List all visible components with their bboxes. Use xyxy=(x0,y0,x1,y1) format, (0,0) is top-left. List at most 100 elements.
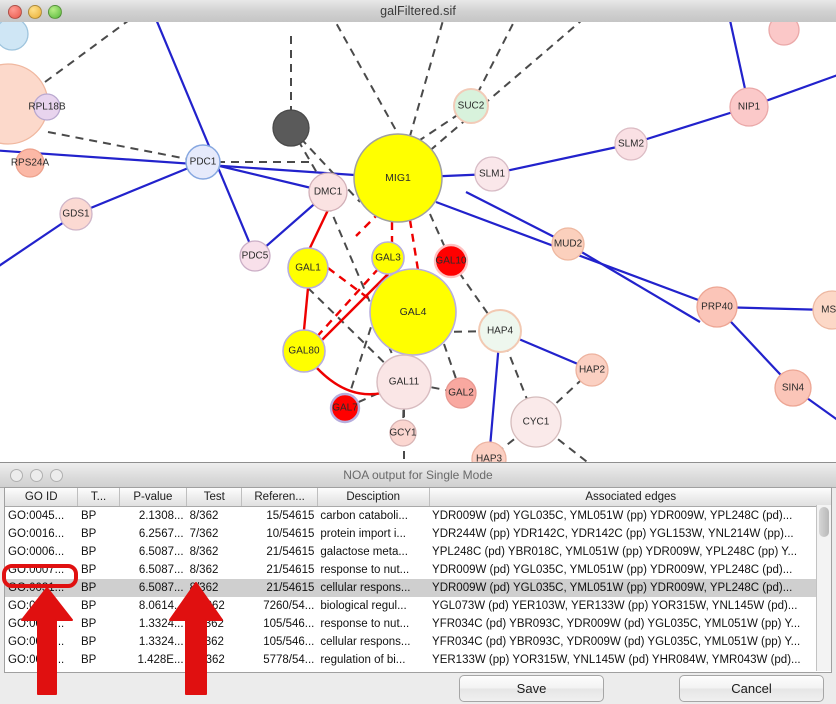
column-header-description[interactable]: Desciption xyxy=(317,488,430,507)
go-results-table[interactable]: GO ID T... P-value Test Referen... Desci… xyxy=(5,488,831,670)
edge-pp xyxy=(75,160,204,216)
cell-test: 7/362 xyxy=(189,528,219,540)
table-row[interactable]: GO:0006... BP 6.5087... 8/362 21/54615 galact… xyxy=(5,543,831,561)
cell-description: galactose meta... xyxy=(320,546,408,558)
graph-node-label-MSI: MSI xyxy=(821,305,836,316)
panel-minimize-button[interactable] xyxy=(30,469,43,482)
edge-pd xyxy=(419,105,472,141)
graph-node-HAP2[interactable] xyxy=(575,353,609,387)
graph-node-GCY1[interactable] xyxy=(389,419,417,447)
table-row[interactable]: GO:0031... BP 6.5087... 8/362 21/54615 cellul… xyxy=(5,579,831,597)
table-row[interactable]: GO:0016... BP 6.2567... 7/362 10/54615 protei… xyxy=(5,525,831,543)
graph-node-HAP3[interactable] xyxy=(471,441,507,462)
graph-node-MSI[interactable] xyxy=(812,290,836,330)
cell-type: BP xyxy=(80,528,97,540)
table-row[interactable]: GO:0050... BP 1.428E... 80/362 5778/54... reg… xyxy=(5,651,831,669)
graph-node-DMC1[interactable] xyxy=(308,172,348,212)
graph-node-label-HAP2: HAP2 xyxy=(579,365,606,376)
graph-node-label-PDC1: PDC1 xyxy=(190,157,217,168)
graph-node-NIP1[interactable] xyxy=(729,87,769,127)
network-canvas[interactable]: RPL18B RPS24A GDS1 PDC1 PDC5 DMC1 SUC2 M… xyxy=(0,22,836,462)
panel-close-button[interactable] xyxy=(10,469,23,482)
zoom-button[interactable] xyxy=(48,5,62,19)
graph-node-PDC1[interactable] xyxy=(185,144,221,180)
edge-pd xyxy=(334,22,399,135)
cell-reference: 21/54615 xyxy=(266,546,315,558)
edge-pp xyxy=(567,243,701,323)
minimize-button[interactable] xyxy=(28,5,42,19)
graph-node-PRP40[interactable] xyxy=(696,286,738,328)
column-header-test[interactable]: Test xyxy=(186,488,243,507)
graph-node-MUD2[interactable] xyxy=(551,227,585,261)
table-row[interactable]: GO:0031... BP 1.3324... 11/362 105/546... res… xyxy=(5,615,831,633)
graph-node-SUC2[interactable] xyxy=(453,88,489,124)
cell-test: 8/362 xyxy=(189,510,219,522)
graph-node-GAL10[interactable] xyxy=(433,243,469,279)
cell-associated-edges: YDR244W (pp) YDR142C, YDR142C (pp) YGL15… xyxy=(432,528,794,540)
graph-node-RPL18B[interactable] xyxy=(33,93,61,121)
table-header-row: GO ID T... P-value Test Referen... Desci… xyxy=(5,488,831,507)
cell-test: 8/362 xyxy=(189,546,219,558)
scrollbar-thumb[interactable] xyxy=(819,507,829,537)
cell-test: 80/362 xyxy=(189,654,225,666)
cell-type: BP xyxy=(80,564,97,576)
cell-type: BP xyxy=(80,510,97,522)
graph-node-dark[interactable] xyxy=(272,109,310,147)
cell-test: 11/362 xyxy=(189,618,224,630)
graph-node-PDC5[interactable] xyxy=(239,240,271,272)
graph-node-HAP4[interactable] xyxy=(478,309,522,353)
panel-zoom-button[interactable] xyxy=(50,469,63,482)
cell-type: BP xyxy=(77,579,120,597)
column-header-p-value[interactable]: P-value xyxy=(119,488,188,507)
graph-node-GDS1[interactable] xyxy=(59,197,93,231)
cell-description: regulation of bi... xyxy=(320,654,406,666)
cell-reference: 7260/54... xyxy=(263,600,315,612)
graph-node-GAL1[interactable] xyxy=(287,247,329,289)
column-header-reference[interactable]: Referen... xyxy=(241,488,318,507)
graph-node-MIG1[interactable] xyxy=(353,133,443,223)
table-vertical-scrollbar[interactable] xyxy=(816,505,831,671)
network-graph[interactable]: RPL18B RPS24A GDS1 PDC1 PDC5 DMC1 SUC2 M… xyxy=(0,22,836,462)
graph-node-label-GAL10: GAL10 xyxy=(435,256,467,267)
close-button[interactable] xyxy=(8,5,22,19)
graph-node-label-RPS24A: RPS24A xyxy=(11,158,50,169)
graph-node-GAL7[interactable] xyxy=(329,392,361,424)
graph-node-topright[interactable] xyxy=(768,22,800,46)
graph-node-GAL4[interactable] xyxy=(369,268,457,356)
graph-node-corner[interactable] xyxy=(0,22,29,51)
graph-node-GAL2[interactable] xyxy=(445,377,477,409)
cell-associated-edges: YFR034C (pd) YBR093C, YDR009W (pd) YGL03… xyxy=(432,636,801,648)
graph-node-GAL80[interactable] xyxy=(282,329,326,373)
go-results-table-container[interactable]: GO ID T... P-value Test Referen... Desci… xyxy=(4,487,832,673)
network-nodes[interactable]: RPL18B RPS24A GDS1 PDC1 PDC5 DMC1 SUC2 M… xyxy=(0,22,836,462)
graph-node-SLM1[interactable] xyxy=(474,156,510,192)
graph-node-label-MUD2: MUD2 xyxy=(554,239,583,250)
table-row[interactable]: GO:0007... BP 6.5087... 8/362 21/54615 respon… xyxy=(5,561,831,579)
window-traffic-lights xyxy=(8,5,62,19)
table-row[interactable]: GO:0031... BP 1.3324... 11/362 105/546... cel… xyxy=(5,633,831,651)
edge-pp xyxy=(0,213,77,267)
table-body[interactable]: GO:0045... BP 2.1308... 8/362 15/54615 carbon… xyxy=(5,507,831,670)
cell-go-id: GO:0045... xyxy=(8,510,65,522)
graph-node-GAL3[interactable] xyxy=(371,241,405,275)
graph-node-SIN4[interactable] xyxy=(774,369,812,407)
dialog-button-row: Save Cancel xyxy=(0,675,836,704)
edge-pp xyxy=(630,105,750,146)
column-header-associated-edges[interactable]: Associated edges xyxy=(429,488,831,507)
table-row[interactable]: GO:0045... BP 2.1308... 8/362 15/54615 carbon… xyxy=(5,507,831,526)
cell-reference: 105/546... xyxy=(263,636,315,648)
cell-description: response to nut... xyxy=(320,564,410,576)
cancel-button[interactable]: Cancel xyxy=(679,675,824,702)
save-button[interactable]: Save xyxy=(459,675,604,702)
graph-node-RPS24A[interactable] xyxy=(15,148,45,178)
cell-p-value: 1.428E... xyxy=(137,654,184,666)
graph-node-SLM2[interactable] xyxy=(614,127,648,161)
column-header-go-id[interactable]: GO ID xyxy=(5,488,79,507)
graph-node-label-GAL1: GAL1 xyxy=(295,263,321,274)
graph-node-CYC1[interactable] xyxy=(510,396,562,448)
column-header-type[interactable]: T... xyxy=(77,488,120,507)
graph-node-label-GDS1: GDS1 xyxy=(62,209,90,220)
cell-type: BP xyxy=(80,636,97,648)
graph-node-GAL11[interactable] xyxy=(376,354,432,410)
table-row[interactable]: GO:0065... BP 8.0614... 94/362 7260/54... bio… xyxy=(5,597,831,615)
